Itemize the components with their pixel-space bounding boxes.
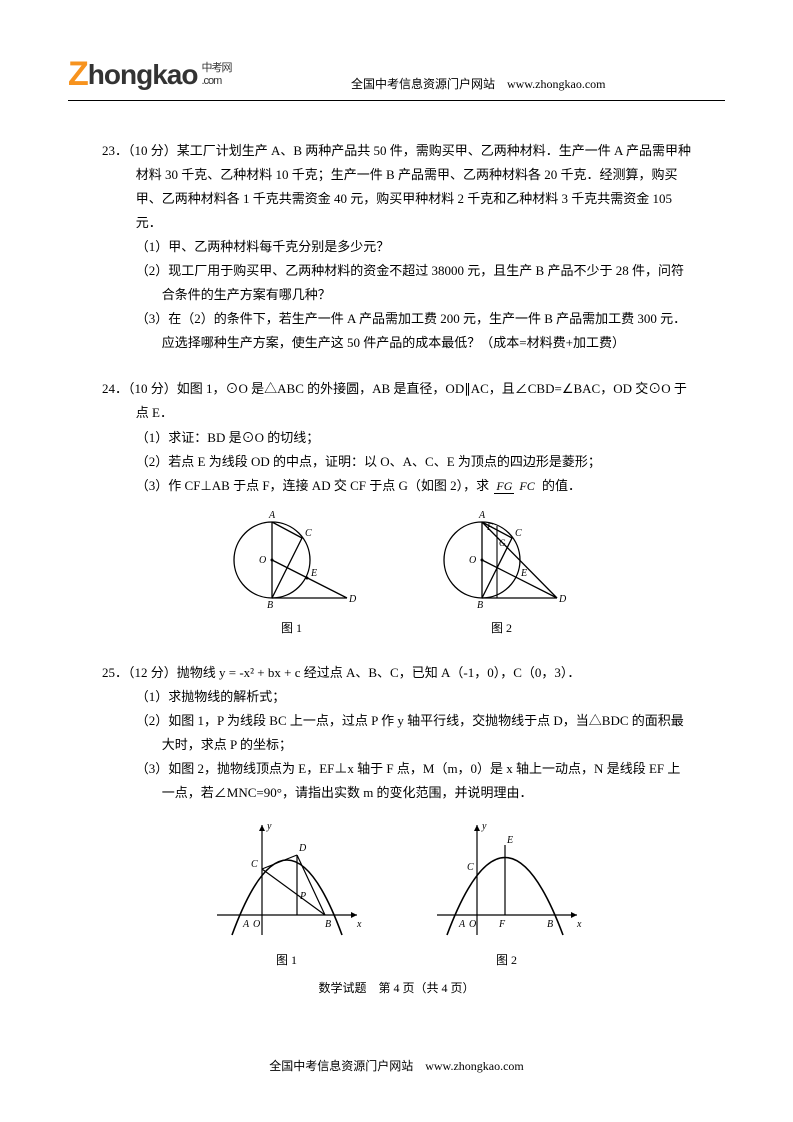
svg-text:C: C	[251, 859, 258, 870]
question-24: 24．（10 分）如图 1，⊙O 是△ABC 的外接圆，AB 是直径，OD∥AC…	[102, 377, 691, 638]
q24-part1: （1）求证：BD 是⊙O 的切线；	[102, 426, 691, 450]
fraction-fg-fc: FG FC	[494, 480, 536, 493]
q23-head: 23．（10 分）某工厂计划生产 A、B 两种产品共 50 件，需购买甲、乙两种…	[102, 139, 691, 235]
svg-text:F: F	[498, 919, 506, 930]
question-23: 23．（10 分）某工厂计划生产 A、B 两种产品共 50 件，需购买甲、乙两种…	[102, 139, 691, 355]
svg-text:x: x	[576, 919, 582, 930]
q24-figure-1: A C O E B D 图 1	[217, 508, 367, 639]
q24-part3: （3）作 CF⊥AB 于点 F，连接 AD 交 CF 于点 G（如图 2），求 …	[102, 474, 691, 498]
svg-text:C: C	[515, 528, 522, 539]
svg-text:G: G	[499, 538, 506, 548]
svg-text:O: O	[469, 919, 476, 930]
svg-text:D: D	[348, 594, 357, 605]
page-header: Z hongkao 中考网 .com 全国中考信息资源门户网站 www.zhon…	[68, 55, 725, 101]
svg-text:C: C	[305, 528, 312, 539]
q23-part1: （1）甲、乙两种材料每千克分别是多少元？	[102, 235, 691, 259]
svg-text:E: E	[310, 568, 317, 579]
svg-text:F: F	[486, 522, 493, 532]
document-body: 23．（10 分）某工厂计划生产 A、B 两种产品共 50 件，需购买甲、乙两种…	[68, 139, 725, 1000]
svg-text:A: A	[478, 510, 486, 521]
circle-diagram-2-icon: A C F G O E B D	[427, 508, 577, 613]
q23-part3: （3）在（2）的条件下，若生产一件 A 产品需加工费 200 元，生产一件 B …	[102, 307, 691, 355]
q24-fig1-label: 图 1	[217, 617, 367, 639]
svg-text:O: O	[469, 555, 476, 566]
svg-text:O: O	[259, 555, 266, 566]
svg-text:y: y	[266, 821, 272, 832]
q25-figure-2: A O C E F B x y 图 2	[427, 815, 587, 971]
question-25: 25．（12 分）抛物线 y = -x² + bx + c 经过点 A、B、C，…	[102, 661, 691, 1000]
svg-text:A: A	[458, 919, 466, 930]
parabola-diagram-2-icon: A O C E F B x y	[427, 815, 587, 945]
q25-figure-1: A O C D P B x y 图 1	[207, 815, 367, 971]
parabola-diagram-1-icon: A O C D P B x y	[207, 815, 367, 945]
q25-fig1-label: 图 1	[207, 949, 367, 971]
svg-text:C: C	[467, 862, 474, 873]
svg-text:B: B	[547, 919, 553, 930]
svg-text:B: B	[325, 919, 331, 930]
site-logo: Z hongkao 中考网 .com	[68, 55, 231, 94]
svg-text:E: E	[520, 568, 527, 579]
svg-text:B: B	[267, 600, 273, 611]
header-site-text: 全国中考信息资源门户网站 www.zhongkao.com	[231, 75, 725, 94]
svg-text:O: O	[253, 919, 260, 930]
q24-fig2-label: 图 2	[427, 617, 577, 639]
circle-diagram-1-icon: A C O E B D	[217, 508, 367, 613]
svg-text:A: A	[268, 510, 276, 521]
q25-part2: （2）如图 1，P 为线段 BC 上一点，过点 P 作 y 轴平行线，交抛物线于…	[102, 709, 691, 757]
svg-text:D: D	[298, 843, 307, 854]
svg-text:E: E	[506, 835, 513, 846]
logo-rest: hongkao	[88, 59, 198, 91]
q25-head: 25．（12 分）抛物线 y = -x² + bx + c 经过点 A、B、C，…	[102, 661, 691, 685]
q23-part2: （2）现工厂用于购买甲、乙两种材料的资金不超过 38000 元，且生产 B 产品…	[102, 259, 691, 307]
q24-head: 24．（10 分）如图 1，⊙O 是△ABC 的外接圆，AB 是直径，OD∥AC…	[102, 377, 691, 425]
q25-figures: A O C D P B x y 图 1	[102, 815, 691, 971]
q24-part2: （2）若点 E 为线段 OD 的中点，证明：以 O、A、C、E 为顶点的四边形是…	[102, 450, 691, 474]
svg-text:y: y	[481, 821, 487, 832]
logo-z: Z	[68, 55, 88, 94]
svg-text:A: A	[242, 919, 250, 930]
q24-figure-2: A C F G O E B D 图 2	[427, 508, 577, 639]
bottom-site-footer: 全国中考信息资源门户网站 www.zhongkao.com	[0, 1057, 793, 1074]
logo-sub: 中考网 .com	[201, 62, 231, 86]
svg-text:D: D	[558, 594, 567, 605]
svg-text:B: B	[477, 600, 483, 611]
q25-part3: （3）如图 2，抛物线顶点为 E，EF⊥x 轴于 F 点，M（m，0）是 x 轴…	[102, 757, 691, 805]
svg-text:x: x	[356, 919, 362, 930]
q25-fig2-label: 图 2	[427, 949, 587, 971]
q25-part1: （1）求抛物线的解析式；	[102, 685, 691, 709]
page-number-footer: 数学试题 第 4 页（共 4 页）	[102, 977, 691, 999]
q24-figures: A C O E B D 图 1	[102, 508, 691, 639]
svg-text:P: P	[299, 891, 306, 902]
